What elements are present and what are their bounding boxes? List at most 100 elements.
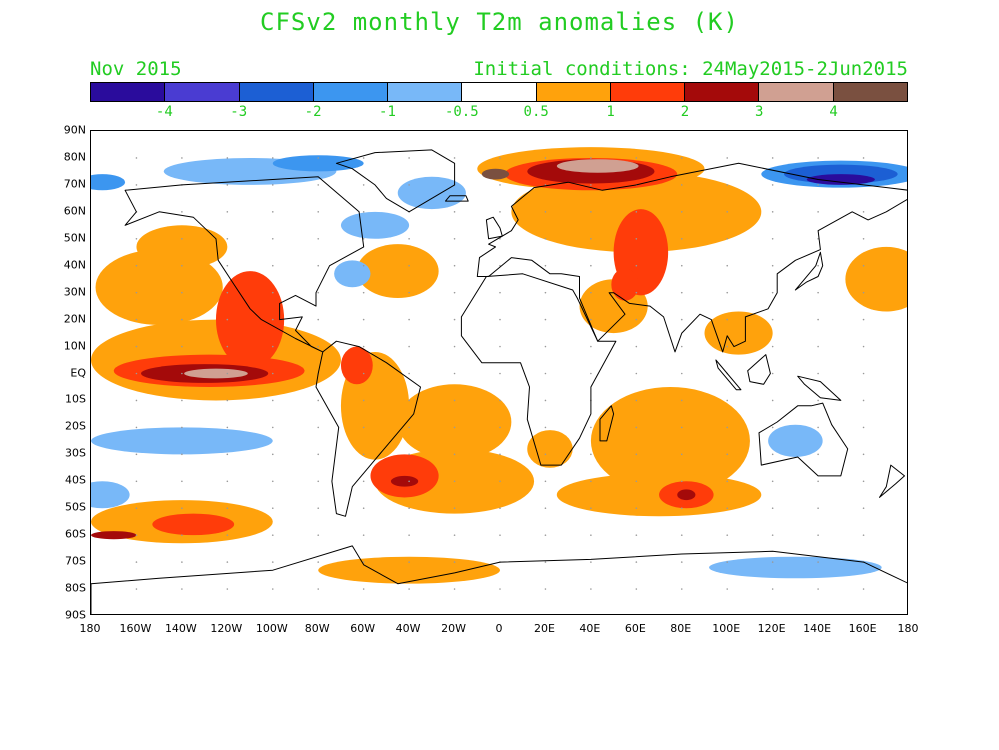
- legend-label: -4: [155, 104, 173, 120]
- grid-dot: [499, 588, 501, 590]
- grid-dot: [862, 157, 865, 159]
- grid-dot: [544, 372, 547, 375]
- grid-dot: [271, 453, 274, 456]
- coastline-australia: [758, 402, 849, 477]
- grid-dot: [726, 453, 729, 456]
- grid-dot: [726, 157, 729, 159]
- lat-tick-label: 10N: [63, 339, 86, 353]
- grid-dot: [453, 426, 456, 429]
- grid-dot: [680, 184, 683, 186]
- lon-tick-label: 160E: [848, 622, 877, 635]
- grid-dot: [544, 264, 547, 267]
- legend-swatch: [165, 83, 240, 101]
- lat-tick-label: 80S: [65, 581, 86, 595]
- grid-dot: [362, 345, 365, 348]
- lon-tick-label: 100E: [712, 622, 741, 635]
- grid-dot: [680, 345, 683, 348]
- grid-dot: [453, 534, 456, 536]
- grid-dot: [271, 184, 274, 186]
- grid-dot: [453, 211, 456, 213]
- grid-dot: [362, 534, 365, 536]
- grid-dot: [362, 507, 365, 510]
- grid-dot: [181, 372, 183, 375]
- grid-dot: [499, 480, 501, 483]
- grid-dot: [590, 372, 592, 375]
- grid-dot: [862, 318, 865, 321]
- grid-dot: [181, 507, 183, 510]
- grid-dot: [135, 534, 138, 536]
- grid-dot: [635, 399, 638, 402]
- grid-dot: [544, 237, 547, 240]
- grid-dot: [817, 453, 819, 456]
- grid-dot: [862, 507, 865, 510]
- lon-tick-label: 80W: [304, 622, 330, 635]
- lat-tick-label: 40S: [65, 473, 86, 487]
- grid-dot: [453, 507, 456, 510]
- grid-dot: [817, 507, 819, 510]
- grid-dot: [680, 453, 683, 456]
- warm-anomaly-n-atlantic: [356, 244, 439, 299]
- legend-label: -3: [230, 104, 248, 120]
- grid-dot: [226, 453, 229, 456]
- grid-dot: [590, 211, 592, 213]
- grid-dot: [362, 211, 365, 213]
- legend-label: 2: [680, 104, 690, 120]
- grid-dot: [181, 264, 183, 267]
- grid-dot: [771, 264, 774, 267]
- grid-dot: [726, 507, 729, 510]
- legend-label: 3: [755, 104, 764, 120]
- grid-dot: [226, 507, 229, 510]
- lon-tick-label: 140E: [803, 622, 832, 635]
- grid-dot: [771, 534, 774, 536]
- lat-tick-label: 80N: [63, 150, 86, 164]
- grid-dot: [135, 480, 138, 483]
- grid-dot: [271, 318, 274, 321]
- grid-dot: [726, 184, 729, 186]
- grid-dot: [771, 157, 774, 159]
- grid-dot: [635, 291, 638, 294]
- grid-dot: [544, 588, 547, 590]
- grid-dot: [499, 318, 501, 321]
- grid-dot: [226, 184, 229, 186]
- grid-dot: [635, 588, 638, 590]
- grid-dot: [408, 184, 410, 186]
- grid-dot: [271, 237, 274, 240]
- warm-anomaly-tropical-atlantic: [397, 384, 512, 460]
- grid-dot: [817, 318, 819, 321]
- legend-swatch: [685, 83, 760, 101]
- legend-label: -1: [379, 104, 396, 120]
- grid-dot: [226, 157, 229, 159]
- grid-dot: [817, 345, 819, 348]
- coastline-japan: [794, 251, 824, 291]
- very-warm-s-pacific: [91, 531, 137, 540]
- grid-dot: [635, 157, 638, 159]
- grid-dot: [544, 291, 547, 294]
- grid-dot: [680, 264, 683, 267]
- grid-dot: [226, 399, 229, 402]
- warm-anomaly-ne-pacific: [136, 225, 228, 269]
- legend-label: 1: [606, 104, 615, 120]
- lat-tick-label: 50S: [65, 500, 86, 514]
- grid-dot: [544, 507, 547, 510]
- grid-dot: [771, 237, 774, 240]
- grid-dot: [362, 318, 365, 321]
- grid-dot: [544, 426, 547, 429]
- grid-dot: [181, 453, 183, 456]
- grid-dot: [680, 211, 683, 213]
- cool-anomaly-nw-atlantic: [334, 260, 371, 288]
- grid-dot: [362, 157, 365, 159]
- warm-anomaly-s-africa: [527, 430, 573, 468]
- grid-dot: [226, 534, 229, 536]
- coastline-iceland: [445, 195, 469, 202]
- grid-dot: [635, 561, 638, 563]
- grid-dot: [271, 211, 274, 213]
- grid-dot: [862, 588, 865, 590]
- grid-dot: [771, 345, 774, 348]
- lat-tick-label: 60S: [65, 527, 86, 541]
- grid-dot: [408, 426, 410, 429]
- lat-tick-label: 20N: [63, 312, 86, 326]
- grid-dot: [635, 211, 638, 213]
- grid-dot: [181, 426, 183, 429]
- grid-dot: [317, 480, 320, 483]
- grid-dot: [771, 561, 774, 563]
